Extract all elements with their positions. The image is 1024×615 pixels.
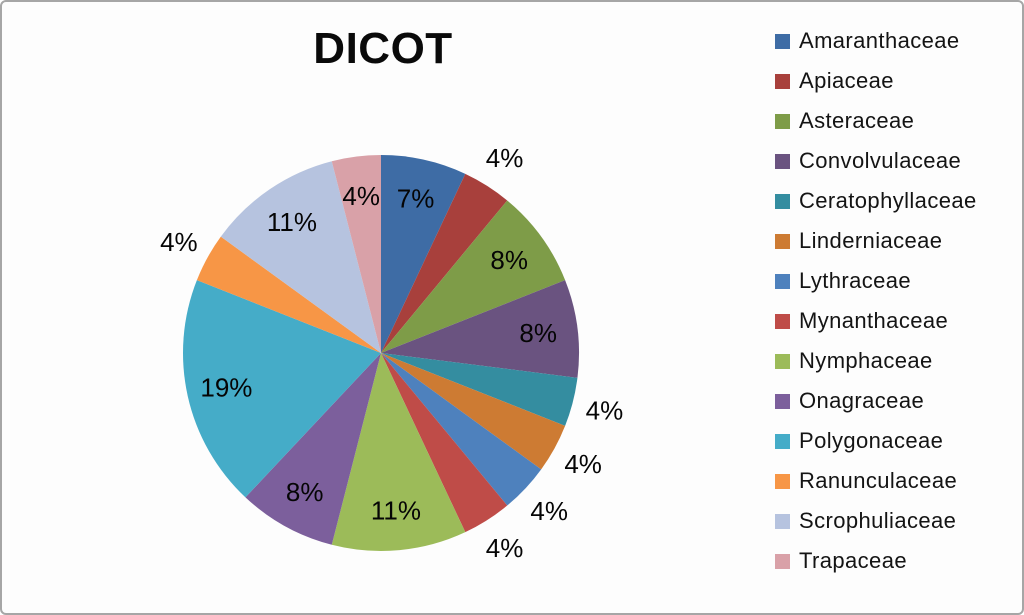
pie-slice-scrophuliaceae[interactable]: [220, 161, 381, 353]
legend-label: Mynanthaceae: [799, 308, 949, 333]
pie-slice-asteraceae[interactable]: [381, 200, 566, 353]
legend-label: Linderniaceae: [799, 228, 943, 253]
legend-swatch-icon: [775, 513, 790, 529]
legend-swatch-icon: [775, 353, 790, 369]
pie-slice-mynanthaceae[interactable]: [381, 353, 508, 533]
legend-item-nymphaceae[interactable]: Nymphaceae: [765, 341, 977, 381]
slice-percent-label-mynanthaceae: 4%: [486, 533, 524, 563]
legend-swatch-icon: [775, 553, 790, 569]
legend-item-linderniaceae[interactable]: Linderniaceae: [765, 221, 977, 261]
legend-item-convolvulaceae[interactable]: Convolvulaceae: [765, 141, 977, 181]
slice-percent-label-polygonaceae: 19%: [200, 373, 252, 403]
legend-item-asteraceae[interactable]: Asteraceae: [765, 101, 977, 141]
legend-item-mynanthaceae[interactable]: Mynanthaceae: [765, 301, 977, 341]
pie-slice-onagraceae[interactable]: [245, 353, 381, 545]
legend-swatch-icon: [775, 73, 790, 89]
legend-label: Convolvulaceae: [799, 148, 962, 173]
pie-slice-ranunculaceae[interactable]: [196, 236, 381, 353]
legend-label: Ranunculaceae: [799, 468, 958, 493]
slice-percent-label-ceratophyllaceae: 4%: [586, 395, 624, 425]
legend-item-scrophuliaceae[interactable]: Scrophuliaceae: [765, 501, 977, 541]
legend-swatch-icon: [775, 473, 790, 489]
legend-label: Lythraceae: [799, 268, 912, 293]
legend-label: Amaranthaceae: [799, 28, 960, 53]
legend-label: Scrophuliaceae: [799, 508, 957, 533]
slice-percent-label-convolvulaceae: 8%: [519, 318, 557, 348]
slice-percent-label-asteraceae: 8%: [490, 245, 528, 275]
pie-slice-linderniaceae[interactable]: [381, 353, 566, 470]
pie-slice-convolvulaceae[interactable]: [381, 280, 580, 378]
legend-label: Asteraceae: [799, 108, 915, 133]
legend-item-onagraceae[interactable]: Onagraceae: [765, 381, 977, 421]
slice-percent-label-lythraceae: 4%: [530, 496, 568, 526]
slice-percent-label-linderniaceae: 4%: [564, 449, 602, 479]
legend-swatch-icon: [775, 33, 790, 49]
legend-label: Polygonaceae: [799, 428, 944, 453]
slice-percent-label-scrophuliaceae: 11%: [267, 207, 317, 237]
legend-item-trapaceae[interactable]: Trapaceae: [765, 541, 977, 581]
legend-swatch-icon: [775, 153, 790, 169]
legend-item-ranunculaceae[interactable]: Ranunculaceae: [765, 461, 977, 501]
legend-label: Nymphaceae: [799, 348, 933, 373]
legend-item-ceratophyllaceae[interactable]: Ceratophyllaceae: [765, 181, 977, 221]
legend-swatch-icon: [775, 313, 790, 329]
legend-swatch-icon: [775, 113, 790, 129]
legend-item-lythraceae[interactable]: Lythraceae: [765, 261, 977, 301]
legend-label: Onagraceae: [799, 388, 925, 413]
slice-percent-label-amaranthaceae: 7%: [397, 183, 435, 213]
slice-percent-label-apiaceae: 4%: [486, 143, 524, 173]
legend-label: Trapaceae: [799, 548, 907, 573]
pie-slice-nymphaceae[interactable]: [331, 353, 466, 552]
pie-slice-amaranthaceae[interactable]: [381, 155, 466, 353]
legend-swatch-icon: [775, 193, 790, 209]
legend-item-apiaceae[interactable]: Apiaceae: [765, 61, 977, 101]
slice-percent-label-onagraceae: 8%: [286, 477, 324, 507]
legend-label: Apiaceae: [799, 68, 894, 93]
chart-legend: Amaranthaceae Apiaceae Asteraceae Convolvul…: [765, 21, 977, 581]
slice-percent-label-trapaceae: 4%: [342, 181, 380, 211]
pie-slice-lythraceae[interactable]: [381, 353, 542, 506]
legend-label: Ceratophyllaceae: [799, 188, 977, 213]
legend-item-amaranthaceae[interactable]: Amaranthaceae: [765, 21, 977, 61]
pie-slice-polygonaceae[interactable]: [182, 280, 381, 498]
pie-slice-apiaceae[interactable]: [381, 173, 508, 353]
pie-slice-trapaceae[interactable]: [331, 155, 381, 353]
legend-swatch-icon: [775, 273, 790, 289]
legend-swatch-icon: [775, 233, 790, 249]
pie-slice-ceratophyllaceae[interactable]: [381, 353, 578, 426]
legend-swatch-icon: [775, 393, 790, 409]
legend-item-polygonaceae[interactable]: Polygonaceae: [765, 421, 977, 461]
legend-swatch-icon: [775, 433, 790, 449]
slice-percent-label-ranunculaceae: 4%: [160, 227, 198, 257]
chart-title: DICOT: [313, 24, 453, 73]
slice-percent-label-nymphaceae: 11%: [371, 496, 421, 526]
